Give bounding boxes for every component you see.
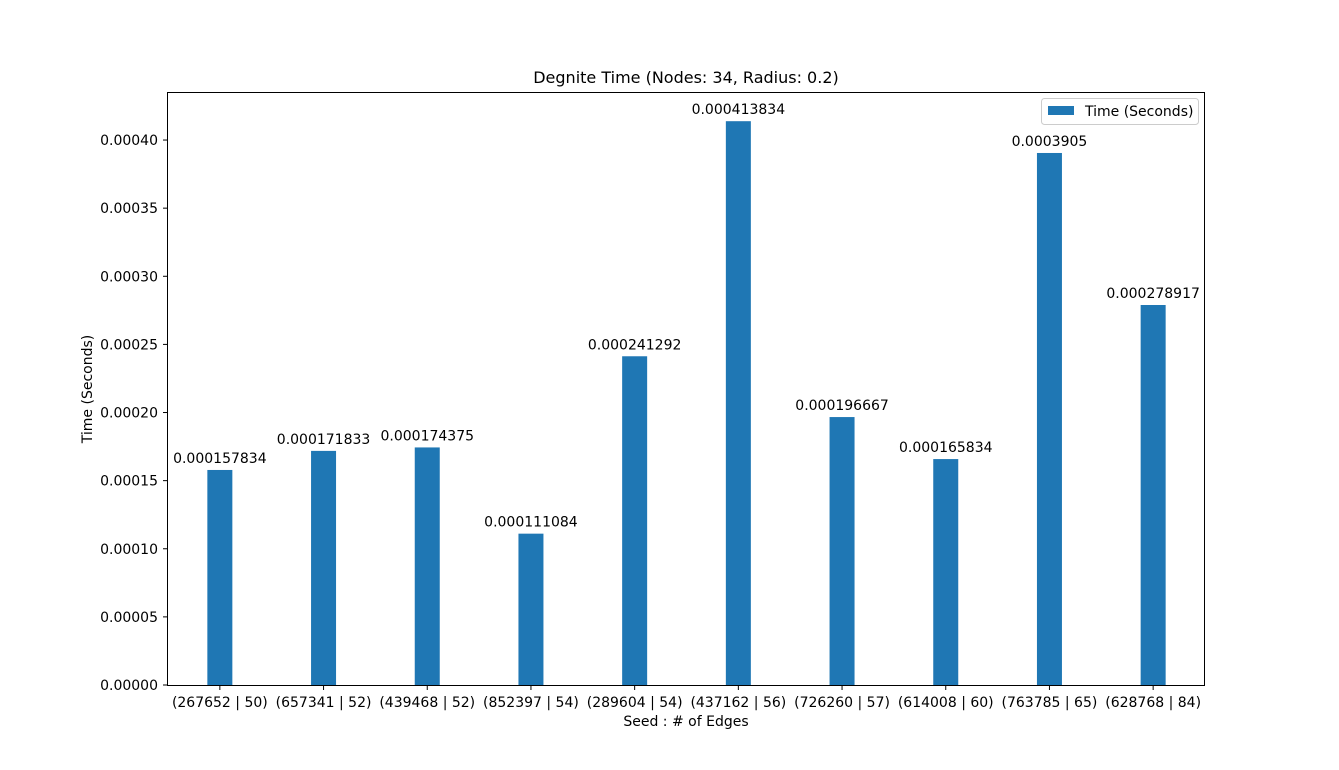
x-tick-label: (852397 | 54) [483,695,579,711]
y-tick-label: 0.00000 [100,678,158,694]
bar-value-label: 0.000278917 [1106,286,1200,302]
bar [1140,305,1166,685]
x-tick-label: (726260 | 57) [794,695,890,711]
bar [1036,152,1062,685]
bar-value-label: 0.000241292 [588,337,682,353]
plot-frame [167,92,1205,686]
x-tick-label: (614008 | 60) [898,695,994,711]
x-tick-label: (439468 | 52) [379,695,475,711]
legend: Time (Seconds) [1041,98,1199,125]
legend-label: Time (Seconds) [1084,104,1193,120]
x-tick-label: (267652 | 50) [172,695,268,711]
x-axis: (267652 | 50) (657341 | 52) (439468 | 52) (… [172,685,1201,711]
y-tick-label: 0.00005 [100,610,158,626]
legend-swatch [1048,106,1074,115]
x-tick-label: (657341 | 52) [276,695,372,711]
y-axis: 0.00000 0.00005 0.00010 0.00015 0.00020 0.000… [100,133,168,694]
bar-value-label: 0.0003905 [1012,134,1088,150]
y-tick-label: 0.00010 [100,542,158,558]
bar-value-label: 0.000171833 [277,432,371,448]
bars-group [207,121,1166,686]
x-tick-label: (763785 | 65) [1002,695,1098,711]
bar [933,459,959,685]
bar-value-label: 0.000413834 [692,102,786,118]
bar [725,121,751,686]
y-tick-label: 0.00015 [100,474,158,490]
bar [207,469,233,685]
bar [414,447,440,685]
bar [518,533,544,685]
y-tick-label: 0.00025 [100,337,158,353]
x-tick-label: (289604 | 54) [587,695,683,711]
bar [622,356,648,685]
bar-value-label: 0.000174375 [380,428,474,444]
bar-value-label: 0.000111084 [484,515,578,531]
bar-value-label: 0.000196667 [795,398,889,414]
y-axis-label: Time (Seconds) [80,335,96,444]
y-tick-label: 0.00040 [100,133,158,149]
chart-title: Degnite Time (Nodes: 34, Radius: 0.2) [533,68,839,87]
x-tick-label: (437162 | 56) [690,695,786,711]
bar-value-label: 0.000165834 [899,440,993,456]
x-axis-label: Seed : # of Edges [623,714,748,730]
y-tick-label: 0.00035 [100,201,158,217]
y-tick-label: 0.00030 [100,269,158,285]
y-tick-label: 0.00020 [100,406,158,422]
data-labels-group: 0.000157834 0.000171833 0.000174375 0.00011… [173,102,1200,530]
x-tick-label: (628768 | 84) [1105,695,1201,711]
bar [311,450,337,685]
bar-value-label: 0.000157834 [173,451,267,467]
bar [829,417,855,685]
legend-box [1041,98,1199,125]
